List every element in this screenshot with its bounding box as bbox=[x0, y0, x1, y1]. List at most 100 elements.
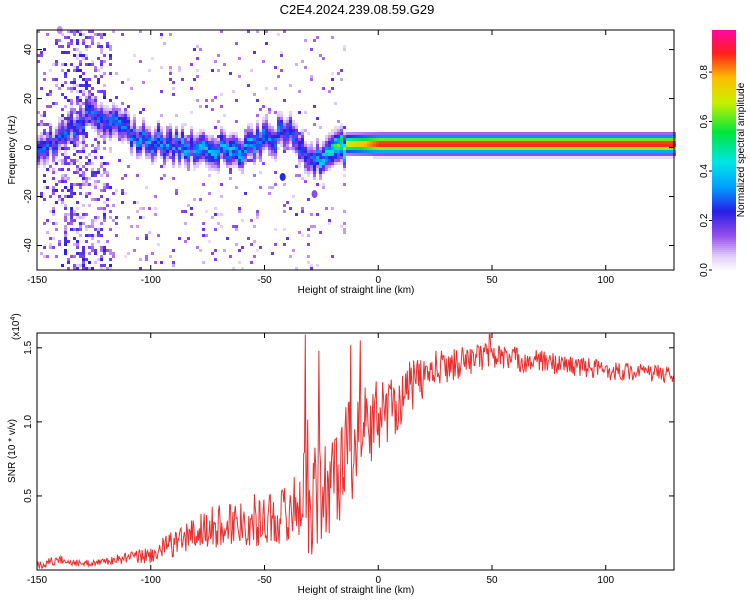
heatmap-cell bbox=[541, 144, 544, 147]
heatmap-cell bbox=[514, 156, 517, 159]
heatmap-cell bbox=[358, 147, 361, 150]
heatmap-cell bbox=[106, 105, 109, 108]
heatmap-cell bbox=[37, 138, 40, 141]
heatmap-cell bbox=[283, 123, 286, 126]
heatmap-cell bbox=[376, 153, 379, 156]
heatmap-cell bbox=[394, 156, 397, 159]
heatmap-cell bbox=[46, 219, 49, 222]
heatmap-cell bbox=[553, 135, 556, 138]
heatmap-cell bbox=[271, 147, 274, 150]
heatmap-cell bbox=[505, 153, 508, 156]
heatmap-cell bbox=[82, 144, 85, 147]
heatmap-cell bbox=[427, 132, 430, 135]
colorbar-swatch bbox=[712, 38, 736, 40]
heatmap-cell bbox=[118, 135, 121, 138]
heatmap-cell bbox=[55, 135, 58, 138]
colorbar-swatch bbox=[712, 106, 736, 108]
heatmap-cell bbox=[388, 132, 391, 135]
heatmap-cell bbox=[40, 123, 43, 126]
heatmap-cell bbox=[76, 246, 79, 249]
heatmap-cell bbox=[160, 144, 163, 147]
heatmap-cell bbox=[37, 141, 40, 144]
heatmap-cell bbox=[397, 132, 400, 135]
heatmap-cell bbox=[340, 144, 343, 147]
heatmap-cell bbox=[280, 132, 283, 135]
heatmap-spot bbox=[279, 172, 286, 181]
heatmap-cell bbox=[79, 264, 82, 267]
heatmap-cell bbox=[400, 144, 403, 147]
heatmap-cell bbox=[217, 159, 220, 162]
heatmap-cell bbox=[517, 150, 520, 153]
heatmap-cell bbox=[316, 159, 319, 162]
heatmap-cell bbox=[565, 141, 568, 144]
heatmap-cell bbox=[106, 42, 109, 45]
heatmap-cell bbox=[112, 135, 115, 138]
heatmap-cell bbox=[88, 36, 91, 39]
heatmap-cell bbox=[163, 138, 166, 141]
heatmap-cell bbox=[118, 123, 121, 126]
heatmap-cell bbox=[181, 141, 184, 144]
heatmap-cell bbox=[58, 180, 61, 183]
heatmap-cell bbox=[472, 144, 475, 147]
heatmap-cell bbox=[139, 138, 142, 141]
heatmap-cell bbox=[67, 240, 70, 243]
heatmap-cell bbox=[289, 141, 292, 144]
y-tick-label: -40 bbox=[23, 238, 34, 253]
heatmap-cell bbox=[499, 141, 502, 144]
heatmap-cell bbox=[187, 162, 190, 165]
heatmap-cell bbox=[421, 141, 424, 144]
heatmap-cell bbox=[343, 228, 346, 231]
heatmap-cell bbox=[64, 144, 67, 147]
heatmap-cell bbox=[343, 174, 346, 177]
colorbar-swatch bbox=[712, 134, 736, 136]
heatmap-cell bbox=[307, 147, 310, 150]
heatmap-cell bbox=[166, 135, 169, 138]
heatmap-cell bbox=[556, 144, 559, 147]
heatmap-cell bbox=[190, 141, 193, 144]
colorbar-swatch bbox=[712, 224, 736, 226]
heatmap-cell bbox=[247, 126, 250, 129]
heatmap-cell bbox=[313, 153, 316, 156]
heatmap-cell bbox=[649, 147, 652, 150]
heatmap-cell bbox=[205, 147, 208, 150]
heatmap-cell bbox=[163, 156, 166, 159]
heatmap-cell bbox=[523, 135, 526, 138]
heatmap-cell bbox=[229, 177, 232, 180]
heatmap-cell bbox=[67, 111, 70, 114]
heatmap-cell bbox=[322, 165, 325, 168]
heatmap-cell bbox=[373, 147, 376, 150]
heatmap-cell bbox=[658, 156, 661, 159]
heatmap-cell bbox=[388, 141, 391, 144]
heatmap-cell bbox=[322, 57, 325, 60]
heatmap-cell bbox=[634, 138, 637, 141]
heatmap-cell bbox=[73, 126, 76, 129]
heatmap-cell bbox=[277, 123, 280, 126]
heatmap-cell bbox=[190, 147, 193, 150]
heatmap-cell bbox=[442, 156, 445, 159]
heatmap-cell bbox=[250, 138, 253, 141]
heatmap-cell bbox=[274, 132, 277, 135]
heatmap-cell bbox=[628, 144, 631, 147]
heatmap-cell bbox=[82, 108, 85, 111]
heatmap-cell bbox=[49, 105, 52, 108]
heatmap-cell bbox=[532, 138, 535, 141]
heatmap-cell bbox=[511, 132, 514, 135]
heatmap-cell bbox=[214, 144, 217, 147]
heatmap-cell bbox=[502, 156, 505, 159]
heatmap-cell bbox=[520, 147, 523, 150]
x-tick-label: 100 bbox=[597, 275, 614, 286]
heatmap-cell bbox=[253, 129, 256, 132]
x-tick-label: 50 bbox=[486, 275, 498, 286]
heatmap-cell bbox=[250, 153, 253, 156]
heatmap-cell bbox=[652, 150, 655, 153]
heatmap-cell bbox=[337, 138, 340, 141]
heatmap-cell bbox=[97, 108, 100, 111]
heatmap-cell bbox=[127, 132, 130, 135]
heatmap-cell bbox=[556, 135, 559, 138]
heatmap-cell bbox=[439, 138, 442, 141]
colorbar-swatch bbox=[712, 44, 736, 46]
heatmap-cell bbox=[301, 153, 304, 156]
heatmap-cell bbox=[178, 153, 181, 156]
heatmap-cell bbox=[313, 147, 316, 150]
heatmap-cell bbox=[562, 153, 565, 156]
